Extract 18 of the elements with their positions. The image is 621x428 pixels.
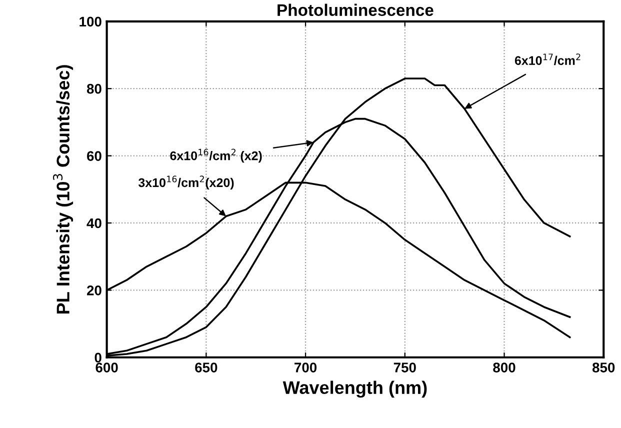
x-tick-label: 750 [394,362,416,372]
y-tick-label: 0 [94,352,102,363]
annotation: 6x10$^{17}$/cm$^{2}$ [514,54,580,66]
y-axis-title: PL Intensity (10$^{3}$ Counts/sec) [53,65,74,314]
chart-title: Photoluminescence [278,4,434,16]
y-tick-label: 40 [86,218,102,228]
y-tick-label: 60 [87,151,102,161]
y-tick-label: 20 [86,286,102,296]
x-tick-label: 800 [493,362,516,372]
annotation: 3x10$^{16}$/cm$^{2}$(x20) [138,176,234,190]
x-tick-label: 650 [195,362,218,372]
x-tick-label: 600 [96,362,118,372]
x-tick-label: 700 [294,362,317,372]
y-tick-label: 80 [86,84,102,94]
y-tick-label: 100 [80,16,102,27]
annotation: 6x10$^{16}$/cm$^{2}$ (x2) [170,148,262,163]
x-axis-title: Wavelength (nm) [282,380,427,398]
x-tick-label: 850 [592,362,615,372]
